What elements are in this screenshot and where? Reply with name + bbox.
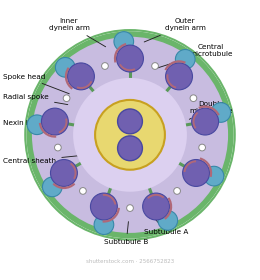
Circle shape	[127, 205, 133, 211]
Circle shape	[211, 103, 231, 122]
Text: Radial spoke: Radial spoke	[3, 94, 68, 105]
Circle shape	[152, 63, 158, 69]
Circle shape	[158, 211, 178, 230]
Circle shape	[68, 63, 94, 90]
Circle shape	[50, 160, 77, 186]
Text: Double
microtubule: Double microtubule	[189, 101, 233, 119]
Circle shape	[90, 193, 117, 220]
Text: Subtubule A: Subtubule A	[144, 213, 188, 235]
Circle shape	[55, 144, 61, 151]
Circle shape	[95, 100, 165, 170]
Circle shape	[73, 78, 187, 192]
Circle shape	[27, 115, 47, 135]
Circle shape	[199, 144, 205, 151]
Text: Subtubule B: Subtubule B	[104, 222, 148, 245]
Circle shape	[41, 108, 68, 135]
Circle shape	[94, 215, 114, 234]
Circle shape	[114, 32, 134, 51]
Text: shutterstock.com · 2566752823: shutterstock.com · 2566752823	[86, 259, 174, 264]
Circle shape	[42, 177, 62, 197]
Circle shape	[55, 57, 75, 77]
Circle shape	[166, 63, 192, 90]
Circle shape	[204, 166, 224, 186]
Text: Outer
dynein arm: Outer dynein arm	[144, 18, 206, 42]
Circle shape	[174, 188, 180, 194]
Text: Central
microtubule: Central microtubule	[157, 44, 233, 68]
Circle shape	[190, 95, 197, 102]
Circle shape	[183, 160, 210, 186]
Text: Nexin link: Nexin link	[3, 120, 61, 126]
Circle shape	[118, 109, 142, 134]
Circle shape	[102, 63, 108, 69]
Circle shape	[176, 50, 195, 69]
Circle shape	[192, 108, 219, 135]
Circle shape	[116, 45, 144, 72]
Text: Central sheath: Central sheath	[3, 156, 78, 164]
Circle shape	[80, 188, 86, 194]
Circle shape	[63, 95, 70, 102]
Text: Inner
dynein arm: Inner dynein arm	[49, 18, 106, 47]
Circle shape	[143, 193, 170, 220]
Circle shape	[29, 34, 231, 236]
Text: Spoke head: Spoke head	[3, 74, 69, 94]
Circle shape	[118, 136, 142, 161]
